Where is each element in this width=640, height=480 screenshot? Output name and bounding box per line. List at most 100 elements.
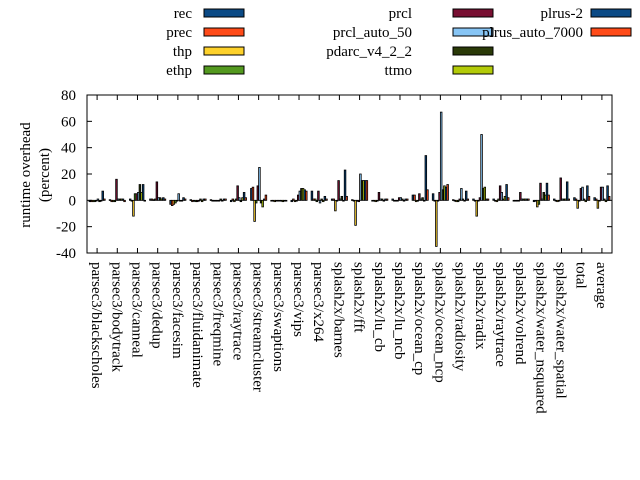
bar (596, 199, 600, 209)
bar (128, 198, 132, 201)
bar (418, 193, 421, 201)
bar (466, 198, 470, 201)
bar (435, 199, 438, 247)
x-tick-label: parsec3/swaptions (270, 262, 286, 372)
bar (460, 188, 463, 201)
x-tick-label: parsec3/facesim (169, 262, 185, 359)
bar (539, 182, 542, 201)
bar (439, 111, 443, 201)
legend-swatch (452, 65, 494, 75)
bar (292, 198, 295, 201)
x-tick-label: parsec3/fluidanimate (189, 262, 205, 388)
bar (604, 199, 608, 203)
bar (340, 195, 344, 201)
bar (354, 199, 357, 226)
bar (258, 167, 261, 201)
legend-label: pdarc_v4_2_2 (326, 44, 412, 60)
y-axis-label-line: runtime overhead (18, 122, 34, 228)
bar (121, 198, 125, 201)
legend-swatch (452, 27, 494, 37)
bar (204, 198, 207, 201)
legend-swatch (203, 8, 245, 18)
bar (332, 198, 335, 201)
x-tick-label: parsec3/x264 (310, 262, 326, 342)
bar (603, 198, 606, 201)
bar (313, 198, 317, 201)
legend-swatch (203, 27, 245, 37)
y-tick-label: 80 (61, 88, 76, 104)
bar (320, 198, 323, 201)
y-tick-label: 20 (61, 167, 76, 183)
bar (527, 198, 530, 201)
bar (123, 199, 126, 203)
bar (483, 186, 487, 201)
bar (464, 190, 468, 201)
bar (567, 198, 570, 201)
bar (318, 199, 322, 204)
bar (413, 194, 416, 201)
bar (391, 198, 394, 201)
y-tick-label: -20 (56, 220, 76, 236)
y-axis-label-line: (percent) (37, 148, 53, 202)
legend-label: prcl (389, 6, 412, 22)
x-tick-label: splash2x/lu_cb (371, 262, 387, 352)
bar (581, 186, 584, 201)
x-tick-label: splash2x/radiosity (452, 262, 468, 372)
bar (416, 199, 419, 202)
y-tick-label: -40 (56, 246, 76, 262)
bar (315, 199, 319, 203)
legend-label: ttmo (384, 63, 412, 79)
x-tick-label: parsec3/dedup (149, 262, 165, 349)
bar (576, 199, 579, 209)
y-axis-label: runtime overhead (percent) (18, 122, 53, 228)
bar (436, 199, 440, 202)
bar (401, 198, 404, 201)
x-tick-label: splash2x/ocean_ncp (431, 262, 447, 383)
bar (231, 198, 234, 201)
bar (101, 190, 104, 201)
legend-label: thp (173, 44, 192, 60)
bar (183, 198, 187, 201)
bar (264, 194, 268, 201)
bar (261, 199, 264, 208)
bar (200, 199, 204, 203)
bar (424, 155, 428, 201)
x-tick-label: splash2x/fft (351, 262, 367, 333)
bar (290, 199, 293, 203)
bar (461, 198, 465, 201)
bar (406, 198, 409, 201)
bar (174, 199, 177, 204)
bar (242, 192, 246, 201)
x-tick-label: splash2x/ocean_cp (411, 262, 427, 375)
bar (337, 180, 340, 201)
bar (113, 199, 117, 203)
x-tick-label: parsec3/bodytrack (108, 262, 124, 372)
bars (88, 111, 611, 247)
x-tick-label: average (593, 262, 609, 309)
bar (506, 197, 510, 201)
bar (553, 198, 556, 201)
legend-label: plrus-2 (541, 6, 584, 22)
bar (595, 198, 598, 201)
axes: -40 -20 0 20 40 60 80 (56, 88, 613, 262)
bar (163, 198, 167, 201)
x-tick-label: total (573, 262, 589, 289)
bar (305, 190, 308, 201)
bar (233, 199, 236, 203)
bar (446, 184, 449, 201)
bar (376, 199, 379, 202)
bar (426, 189, 429, 201)
bar (537, 199, 541, 205)
bar (236, 185, 239, 201)
bar (115, 178, 118, 201)
bar (480, 134, 483, 201)
bar (325, 198, 328, 201)
legend-swatch (203, 46, 245, 56)
bar (175, 199, 179, 202)
bar (495, 199, 499, 203)
bar (310, 190, 314, 201)
bar (229, 199, 233, 203)
bar (143, 199, 146, 202)
bar (377, 192, 381, 201)
